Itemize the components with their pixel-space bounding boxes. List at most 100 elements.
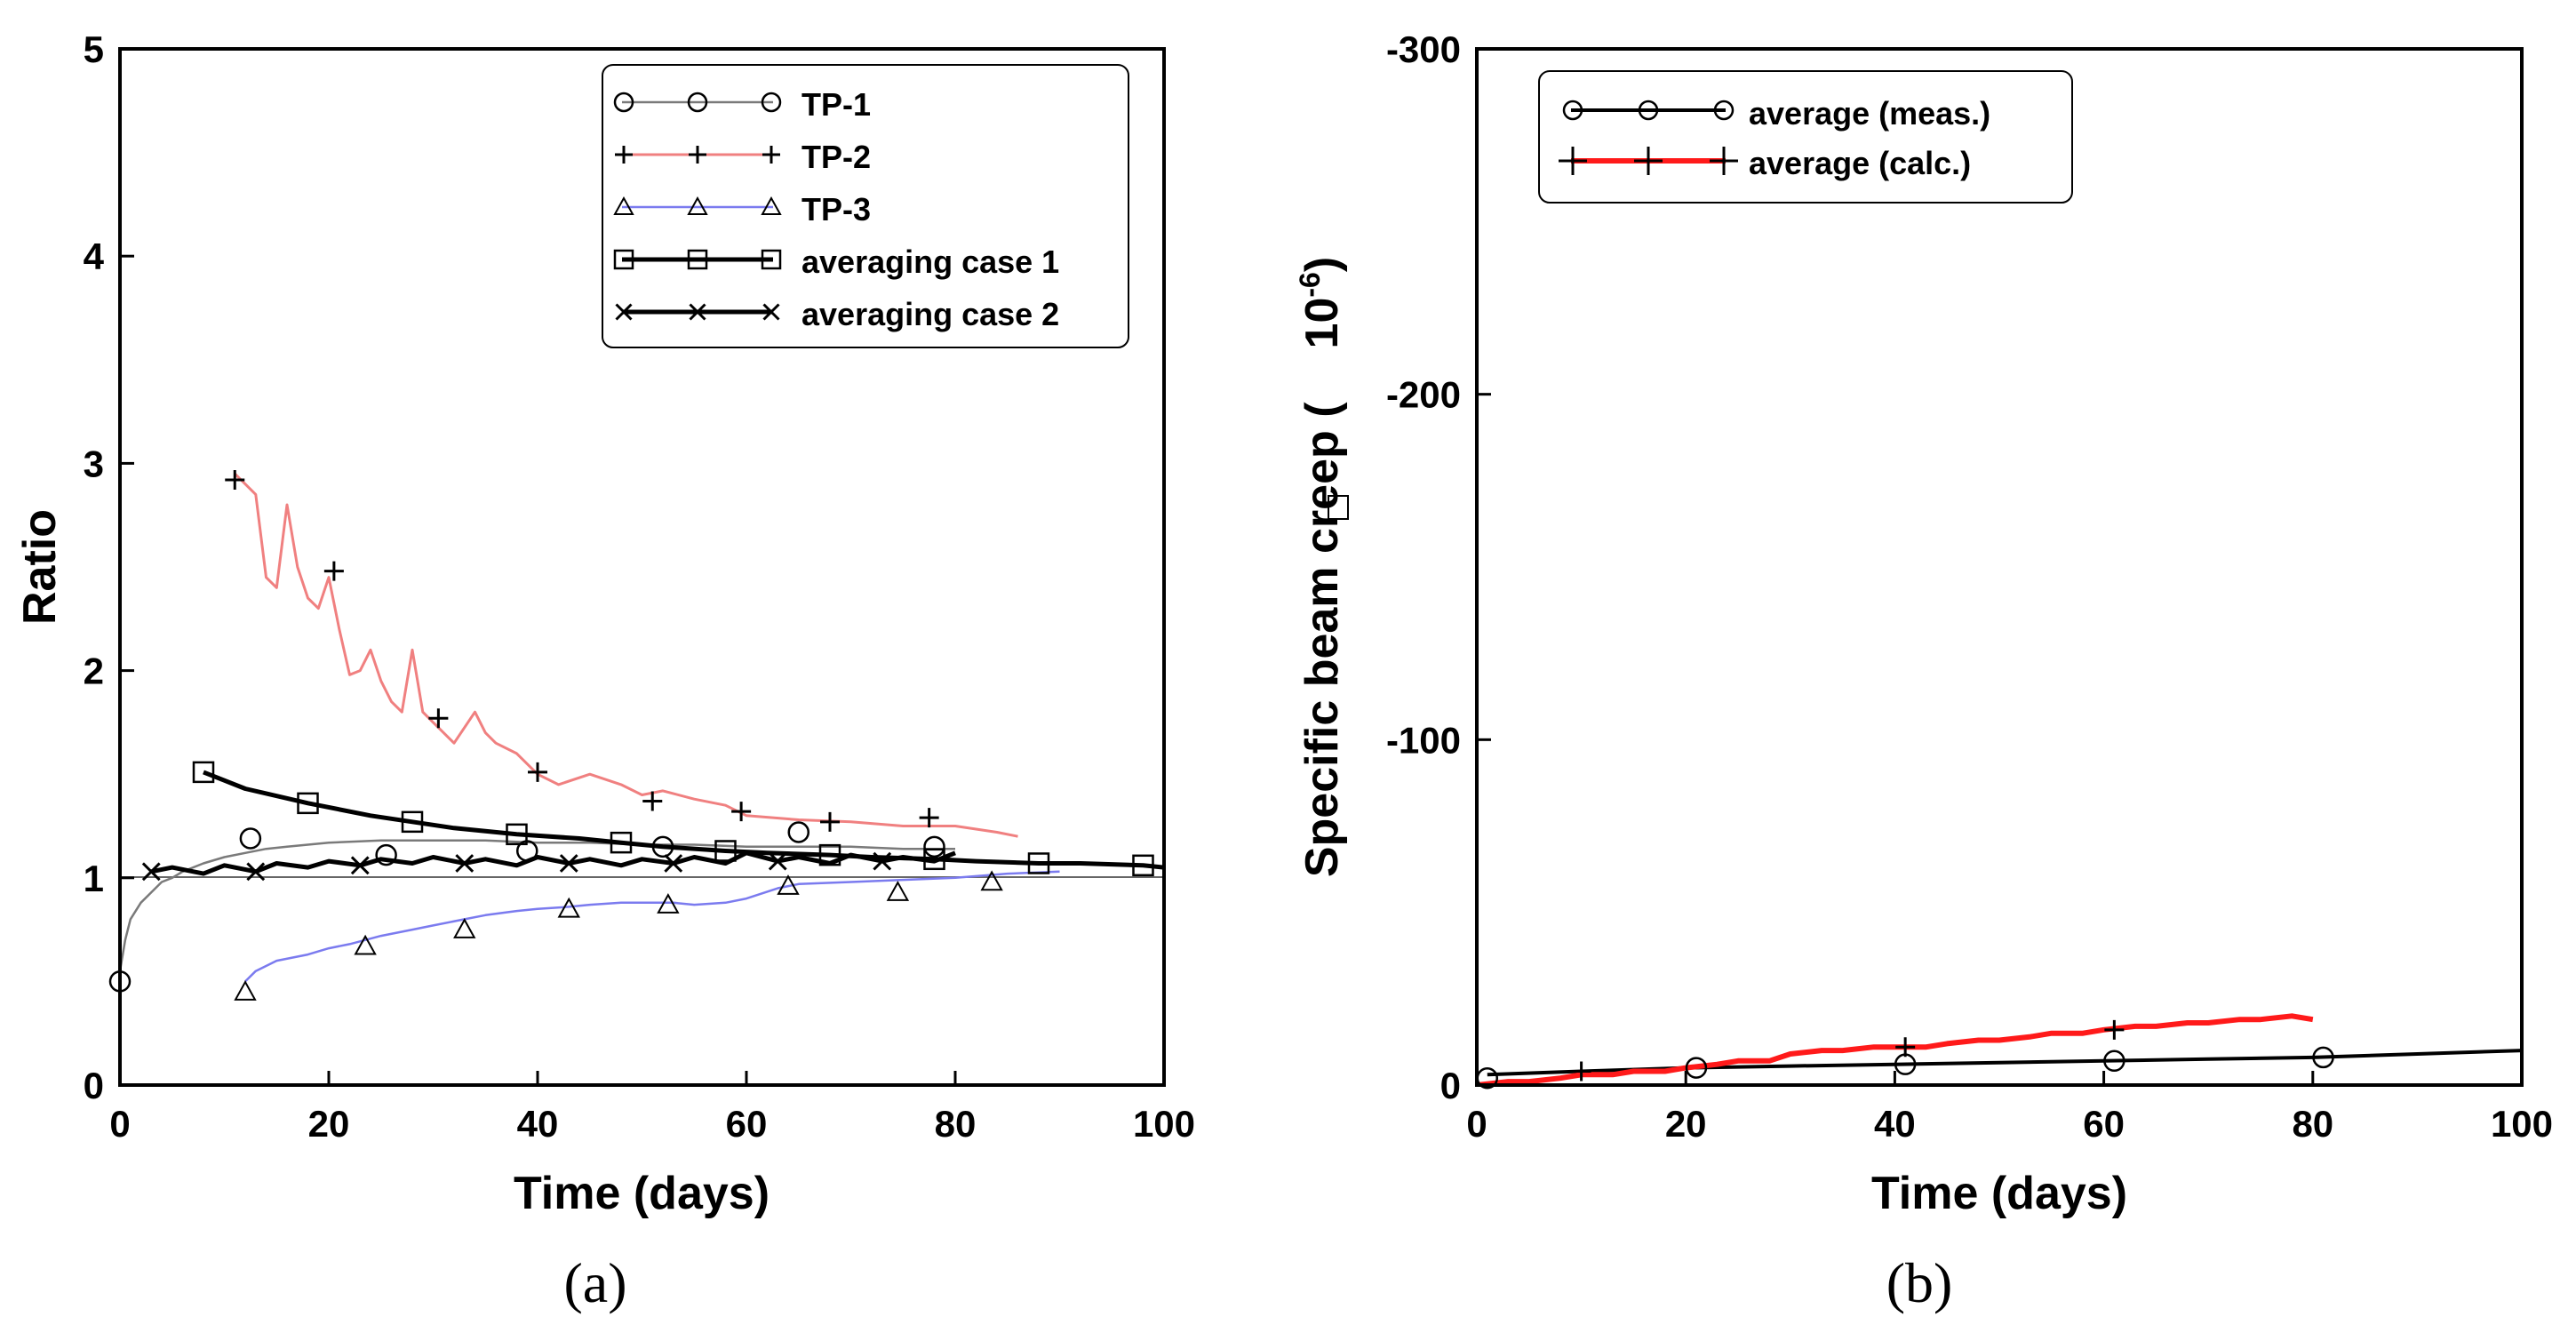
data-point-tp-1-1 <box>239 827 262 850</box>
data-point-average-meas-1 <box>1685 1057 1708 1079</box>
legend-swatch-marker-tp-3-0 <box>613 196 634 215</box>
x-tick-label-100: 100 <box>1133 1103 1195 1145</box>
legend-swatch-marker-averaging-case-2-1 <box>689 303 706 321</box>
data-point-averaging-case-1-9 <box>1132 854 1154 877</box>
data-point-averaging-case-2-4 <box>559 854 578 873</box>
legend-swatch-marker-tp-2-2 <box>762 146 780 164</box>
legend-swatch-marker-average-calc-2 <box>1710 147 1738 175</box>
legend-swatch-marker-averaging-case-2-2 <box>762 303 780 321</box>
y-tick-label-300: -300 <box>1386 28 1461 70</box>
x-tick-label-80: 80 <box>2292 1103 2333 1145</box>
legend-swatch-marker-tp-1-2 <box>761 92 782 113</box>
data-point-tp-2-1 <box>323 561 344 581</box>
data-point-averaging-case-1-2 <box>401 810 424 834</box>
data-point-tp-3-7 <box>980 870 1003 891</box>
x-axis-label-a: Time (days) <box>514 1168 770 1219</box>
series-line-averaging-case-1 <box>203 770 1164 870</box>
data-point-averaging-case-1-8 <box>1027 852 1050 874</box>
data-point-tp-2-3 <box>528 762 547 782</box>
legend-label-average-meas: average (meas.) <box>1749 95 1990 132</box>
legend-b: average (meas.) average (calc.) <box>1538 70 2073 204</box>
series-line-tp-2 <box>234 473 1018 838</box>
x-tick-label-60: 60 <box>726 1103 768 1145</box>
data-point-tp-1-6 <box>923 835 945 858</box>
legend-label-tp2: TP-2 <box>802 139 871 175</box>
y-axis-label-b-close: ) <box>1296 257 1348 272</box>
data-point-tp-2-5 <box>731 802 752 822</box>
x-axis-label-b: Time (days) <box>1871 1168 2127 1219</box>
legend-swatch-marker-tp-3-2 <box>761 196 782 215</box>
data-point-averaging-case-1-1 <box>297 792 319 815</box>
data-point-averaging-case-2-6 <box>768 851 787 871</box>
panel-label-b: (b) <box>1886 1251 1953 1314</box>
data-point-tp-3-4 <box>657 893 680 914</box>
y-tick-label-0: 0 <box>84 1065 104 1106</box>
plot-frame-a <box>118 47 1166 1087</box>
data-point-tp-2-0 <box>225 470 245 491</box>
data-point-tp-3-2 <box>453 918 476 938</box>
legend-swatch-marker-averaging-case-1-1 <box>687 249 708 270</box>
y-tick-label-3: 3 <box>84 443 104 484</box>
y-tick-label-200: -200 <box>1386 374 1461 416</box>
data-point-averaging-case-1-6 <box>818 843 841 866</box>
chart-panel-a: 0 20 40 60 80 100 0 1 2 3 4 5 Time (days) Ratio (a… <box>14 28 1195 1314</box>
data-point-averaging-case-2-3 <box>455 854 475 873</box>
missing-glyph-box <box>1328 495 1349 520</box>
x-tick-label-40: 40 <box>517 1103 559 1145</box>
plot-frame-b <box>1475 47 2524 1087</box>
data-point-tp-1-4 <box>651 835 674 858</box>
data-point-tp-2-7 <box>919 808 939 828</box>
x-tick-label-100: 100 <box>2491 1103 2553 1145</box>
x-tick-label-60: 60 <box>2083 1103 2125 1145</box>
chart-panel-b: 0 20 40 60 80 100 0 -100 -200 -300 Time (days) S… <box>1294 28 2553 1314</box>
data-point-averaging-case-2-5 <box>664 854 683 873</box>
x-tick-label-80: 80 <box>935 1103 977 1145</box>
data-point-tp-2-6 <box>820 811 840 832</box>
data-point-averaging-case-1-3 <box>506 823 528 846</box>
y-tick-label-4: 4 <box>84 235 105 277</box>
series-line-averaging-case-2 <box>150 850 956 876</box>
legend-label-average-calc: average (calc.) <box>1749 145 1971 181</box>
x-tick-label-20: 20 <box>1665 1103 1707 1145</box>
data-point-average-calc-0 <box>1571 1061 1591 1082</box>
data-point-tp-1-5 <box>787 821 809 843</box>
y-axis-label-b-exp: -6 <box>1294 272 1326 297</box>
y-axis-label-b: Specific beam creep (10-6) <box>1294 257 1348 877</box>
y-axis-label-a: Ratio <box>14 509 66 625</box>
legend-label-tp1: TP-1 <box>802 86 871 123</box>
legend-swatch-marker-averaging-case-1-0 <box>613 249 634 270</box>
data-point-average-calc-2 <box>2104 1019 2125 1040</box>
y-tick-label-1: 1 <box>84 858 104 899</box>
data-point-average-meas-4 <box>2312 1046 2334 1069</box>
data-point-averaging-case-1-0 <box>192 761 215 784</box>
data-point-averaging-case-2-1 <box>246 862 266 882</box>
legend-swatch-marker-averaging-case-2-0 <box>615 303 633 321</box>
data-point-tp-2-2 <box>428 708 449 729</box>
x-tick-label-0: 0 <box>1466 1103 1487 1145</box>
legend-label-averaging-case-1: averaging case 1 <box>802 243 1059 280</box>
legend-swatch-marker-tp-2-0 <box>615 146 633 164</box>
series-line-tp-3 <box>244 870 1060 983</box>
legend-swatch-marker-tp-2-1 <box>689 146 706 164</box>
x-tick-label-40: 40 <box>1874 1103 1916 1145</box>
series-line-average-calc <box>1477 1013 2314 1085</box>
data-point-averaging-case-2-7 <box>873 851 892 871</box>
data-point-tp-3-3 <box>557 897 580 918</box>
y-axis-label-b-text: Specific beam creep ( <box>1296 402 1348 877</box>
legend-box-a <box>602 64 1129 348</box>
legend-swatch-marker-tp-1-0 <box>613 92 634 113</box>
legend-a: TP-1 TP-2 TP-3 averaging case 1 averagin… <box>602 64 1129 348</box>
data-point-tp-3-5 <box>777 874 800 895</box>
data-point-tp-2-4 <box>642 791 663 811</box>
data-point-tp-1-2 <box>375 843 397 866</box>
data-point-averaging-case-2-0 <box>141 862 161 882</box>
data-point-averaging-case-1-7 <box>923 848 945 871</box>
data-point-averaging-case-1-5 <box>714 840 737 862</box>
legend-swatch-marker-tp-1-1 <box>687 92 708 113</box>
data-point-tp-3-1 <box>354 934 377 955</box>
legend-label-tp3: TP-3 <box>802 191 871 227</box>
x-tick-label-0: 0 <box>109 1103 130 1145</box>
panel-label-a: (a) <box>563 1251 626 1314</box>
series-line-tp-1 <box>120 839 955 971</box>
